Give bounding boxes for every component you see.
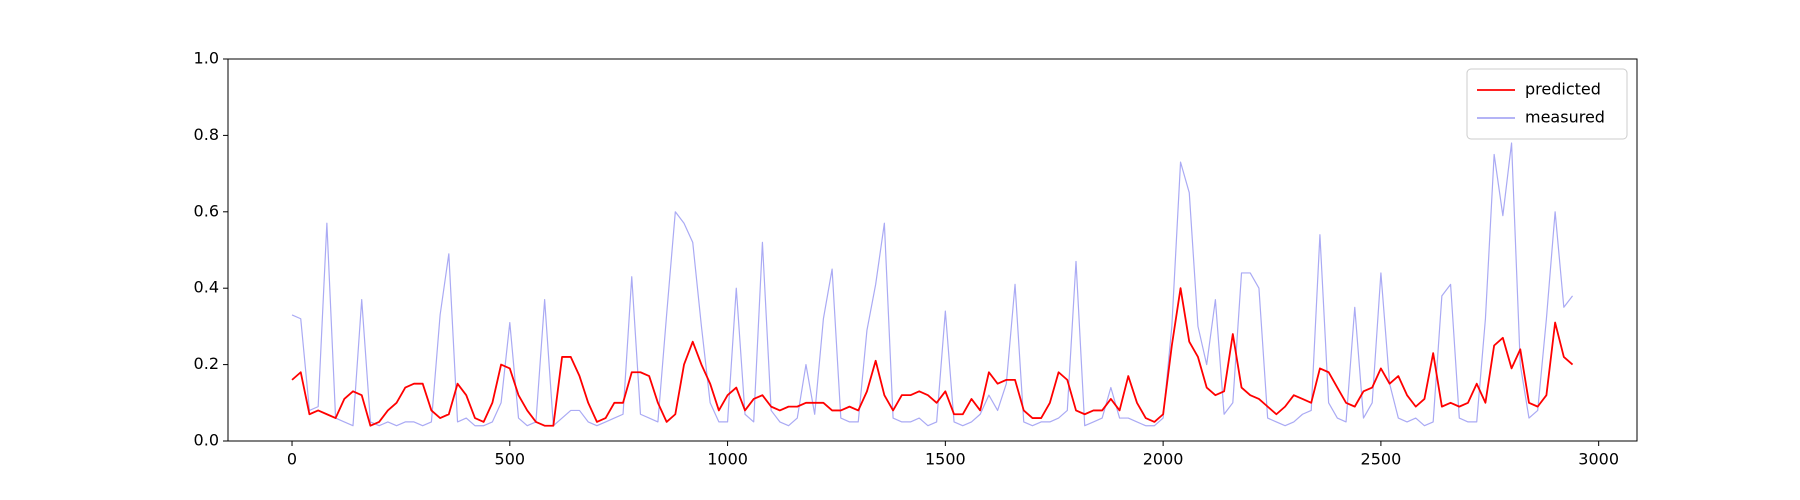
legend: predicted measured [1466,68,1628,140]
y-tick-label: 1.0 [194,49,219,68]
x-tick-label: 0 [287,450,297,469]
legend-box [1466,68,1628,140]
x-tick-label: 3000 [1578,450,1619,469]
series-line [291,142,1574,427]
series-line [291,287,1574,427]
x-tick-label: 2500 [1361,450,1402,469]
legend-label: predicted [1525,80,1601,99]
plot-frame [227,58,1638,442]
y-tick-label: 0.8 [194,125,219,144]
y-tick-label: 0.6 [194,201,219,220]
x-tick-label: 2000 [1143,450,1184,469]
y-tick-label: 0.2 [194,354,219,373]
legend-label: measured [1525,108,1605,127]
y-tick-label: 0.0 [194,431,219,450]
x-tick-label: 1000 [707,450,748,469]
x-tick-label: 1500 [925,450,966,469]
y-tick-label: 0.4 [194,278,219,297]
x-tick-label: 500 [495,450,526,469]
